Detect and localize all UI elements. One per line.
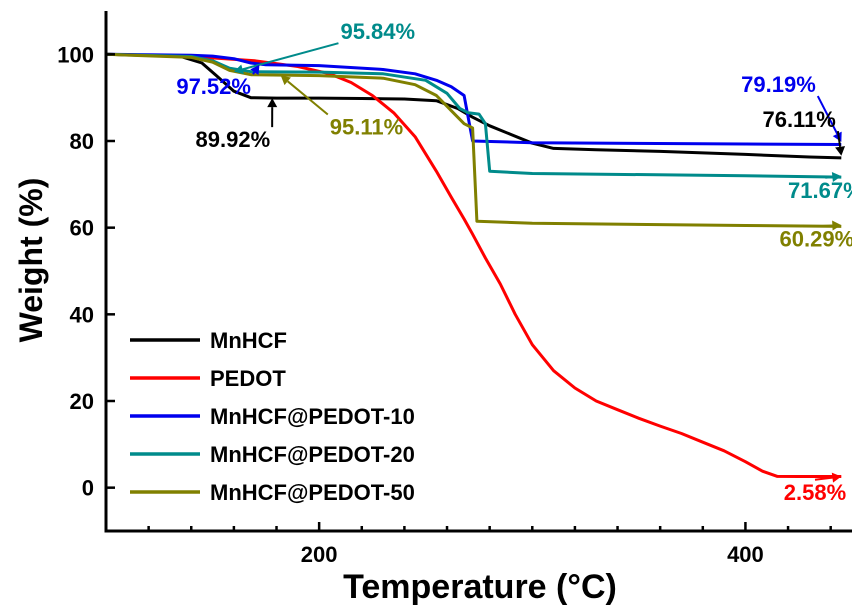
y-tick-label: 0 bbox=[82, 476, 94, 501]
annotation-label: 60.29% bbox=[780, 226, 852, 251]
x-tick-label: 400 bbox=[727, 542, 764, 567]
y-tick-label: 20 bbox=[70, 389, 94, 414]
legend-label-mnhcf-pedot-50: MnHCF@PEDOT-50 bbox=[210, 480, 415, 505]
series-line-pedot bbox=[106, 52, 842, 478]
annotation-arrowhead bbox=[835, 146, 846, 156]
annotation-label: 2.58% bbox=[784, 480, 846, 505]
annotation-label: 71.67% bbox=[788, 178, 852, 203]
y-tick-label: 60 bbox=[70, 216, 94, 241]
annotation-arrowhead bbox=[267, 98, 278, 108]
annotation-arrow bbox=[825, 176, 833, 179]
series-line-mnhcf-pedot-10 bbox=[106, 52, 842, 146]
annotation-arrow bbox=[287, 80, 329, 116]
annotations: 95.84% 97.52% 89.92% 95.11% 79.19% 76.11% 71.6… bbox=[176, 19, 852, 505]
annotation-label: 97.52% bbox=[176, 74, 251, 99]
series-line-mnhcf bbox=[106, 52, 842, 160]
y-tick-label: 80 bbox=[70, 129, 94, 154]
x-axis-title: Temperature (°C) bbox=[343, 568, 617, 606]
annotation-arrow bbox=[836, 130, 842, 147]
annotation-arrow bbox=[242, 42, 339, 71]
annotation-arrowhead bbox=[831, 172, 842, 183]
y-tick-label: 40 bbox=[70, 302, 94, 327]
plot-area bbox=[106, 52, 842, 478]
legend-label-pedot: PEDOT bbox=[210, 366, 286, 391]
ticks: 0 20 40 60 80 100 200 400 bbox=[57, 42, 832, 567]
annotation-arrow bbox=[816, 95, 839, 135]
annotation-arrowhead bbox=[832, 220, 842, 231]
axes bbox=[104, 11, 852, 533]
legend-label-mnhcf: MnHCF bbox=[210, 328, 287, 353]
annotation-label: 95.11% bbox=[330, 115, 403, 140]
annotation-arrowhead bbox=[250, 64, 260, 75]
annotation-label: 79.19% bbox=[741, 72, 816, 97]
annotation-arrow bbox=[814, 476, 833, 481]
y-tick-label: 100 bbox=[57, 42, 94, 67]
annotation-arrow bbox=[252, 71, 256, 75]
annotation-arrow bbox=[816, 224, 833, 228]
legend: MnHCF PEDOT MnHCF@PEDOT-10 MnHCF@PEDOT-20 Mn… bbox=[130, 328, 415, 505]
series-line-mnhcf-pedot-20 bbox=[106, 52, 842, 179]
annotation-arrowhead bbox=[280, 75, 291, 86]
annotation-label: 89.92% bbox=[196, 127, 271, 152]
legend-label-mnhcf-pedot-10: MnHCF@PEDOT-10 bbox=[210, 404, 415, 429]
annotation-label: 76.11% bbox=[762, 107, 835, 132]
y-axis-title: Weight (%) bbox=[13, 178, 49, 343]
annotation-arrowhead bbox=[831, 472, 842, 483]
x-tick-label: 200 bbox=[301, 542, 338, 567]
annotation-label: 95.84% bbox=[340, 19, 415, 44]
annotation-arrowhead bbox=[233, 64, 244, 75]
series-line-mnhcf-pedot-50 bbox=[106, 52, 842, 228]
legend-label-mnhcf-pedot-20: MnHCF@PEDOT-20 bbox=[210, 442, 415, 467]
